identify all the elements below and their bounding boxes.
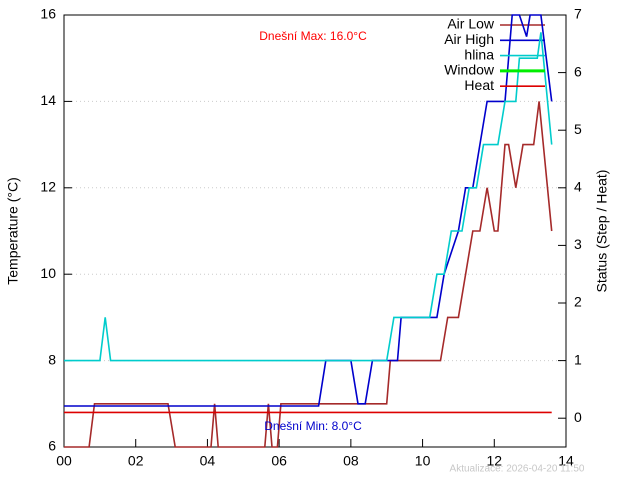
y2-tick-label: 3 xyxy=(574,236,582,252)
y2-tick-label: 0 xyxy=(574,409,582,425)
y2-tick-label: 5 xyxy=(574,121,582,137)
annotation: Dnešní Min: 8.0°C xyxy=(264,419,362,433)
y-tick-label: 14 xyxy=(40,92,56,108)
y2-tick-label: 4 xyxy=(574,179,582,195)
x-tick-label: 04 xyxy=(200,453,216,469)
legend-label: Air High xyxy=(444,31,494,47)
series-line xyxy=(64,101,553,448)
legend-label: hlina xyxy=(464,46,494,62)
y2-axis-label: Status (Step / Heat) xyxy=(594,170,610,293)
y-tick-label: 16 xyxy=(40,6,56,22)
x-tick-label: 08 xyxy=(343,453,359,469)
x-tick-label: 14 xyxy=(558,453,574,469)
x-tick-label: 06 xyxy=(271,453,287,469)
legend-label: Window xyxy=(444,62,495,78)
y-axis-label: Temperature (°C) xyxy=(5,177,21,285)
y2-tick-label: 7 xyxy=(574,6,582,22)
x-tick-label: 02 xyxy=(128,453,144,469)
x-tick-label: 00 xyxy=(56,453,72,469)
y-tick-label: 10 xyxy=(40,265,56,281)
x-tick-label: 10 xyxy=(415,453,431,469)
legend-label: Heat xyxy=(464,77,494,93)
annotation: Aktualizace: 2026-04-20 11:50 xyxy=(450,464,585,475)
plot-frame xyxy=(63,14,567,448)
y-tick-label: 6 xyxy=(48,438,56,454)
annotation: Dnešní Max: 16.0°C xyxy=(259,29,367,43)
series-line xyxy=(64,32,553,362)
y2-tick-label: 2 xyxy=(574,294,582,310)
y2-tick-label: 6 xyxy=(574,63,582,79)
y-tick-label: 12 xyxy=(40,179,56,195)
y-tick-label: 8 xyxy=(48,351,56,367)
legend-label: Air Low xyxy=(447,16,495,32)
y2-tick-label: 1 xyxy=(574,351,582,367)
x-tick-label: 12 xyxy=(486,453,502,469)
